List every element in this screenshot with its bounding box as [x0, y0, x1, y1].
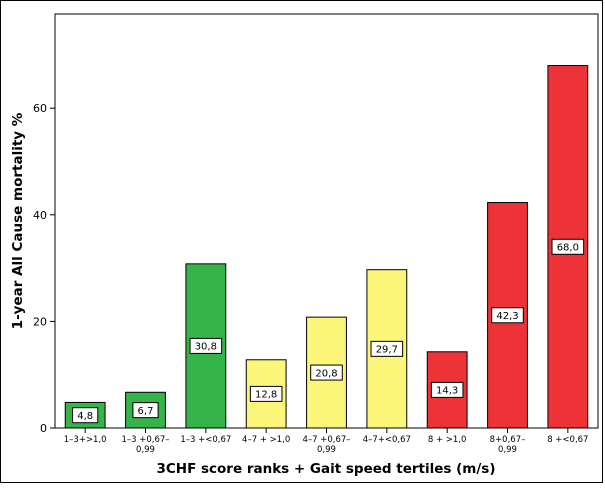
x-tick-label: 8 + >1,0	[428, 435, 467, 445]
x-tick-label: 8 +<0,67	[547, 435, 588, 445]
x-axis-title: 3CHF score ranks + Gait speed tertiles (…	[156, 461, 495, 477]
x-tick-label: 4–7 + >1,0	[242, 435, 290, 445]
x-tick-label: 4–7+<0,67	[363, 435, 411, 445]
y-tick-label: 40	[33, 209, 47, 222]
x-tick-label: 0,99	[317, 445, 336, 455]
y-axis-title: 1-year All Cause mortality %	[10, 112, 26, 329]
bars: 4,8 6,7 30,8 12,8 20,8 29,7 14,3 42,3 68,0	[64, 65, 589, 429]
data-label-box	[491, 307, 524, 324]
data-label-box	[189, 337, 223, 354]
data-label-box	[249, 385, 283, 402]
y-tick-label: 20	[33, 315, 47, 328]
data-label: 20,8	[315, 368, 337, 379]
x-tick-label: 0,99	[498, 445, 517, 455]
data-label-box	[132, 402, 159, 419]
x-tick-label: 0,99	[136, 445, 155, 455]
x-axis: 1–3+>1,0 1–3 +0,67–0,991–3 +<0,67 4–7 + >1…	[64, 428, 588, 455]
data-label: 4,8	[77, 411, 93, 422]
x-tick-label: 1–3 +<0,67	[180, 435, 231, 445]
data-label: 42,3	[496, 311, 518, 322]
data-label: 68,0	[557, 243, 579, 254]
data-label: 14,3	[436, 386, 458, 397]
data-label-box	[72, 407, 99, 424]
data-label: 30,8	[195, 342, 217, 353]
data-label-box	[430, 381, 464, 398]
y-tick-label: 60	[33, 102, 47, 115]
data-label: 12,8	[255, 390, 277, 401]
data-label-box	[310, 364, 343, 381]
y-tick-label: 0	[40, 422, 47, 435]
y-axis: 0 20 40 60	[33, 102, 55, 435]
data-label-box	[370, 340, 404, 357]
x-tick-label: 1–3 +0,67–	[121, 435, 169, 445]
data-label: 29,7	[376, 345, 398, 356]
x-tick-label: 4–7 +0,67–	[302, 435, 350, 445]
data-label-box	[551, 238, 585, 255]
x-tick-label: 1–3+>1,0	[64, 435, 107, 445]
x-tick-label: 8+0,67–	[490, 435, 526, 445]
data-label: 6,7	[138, 406, 154, 417]
